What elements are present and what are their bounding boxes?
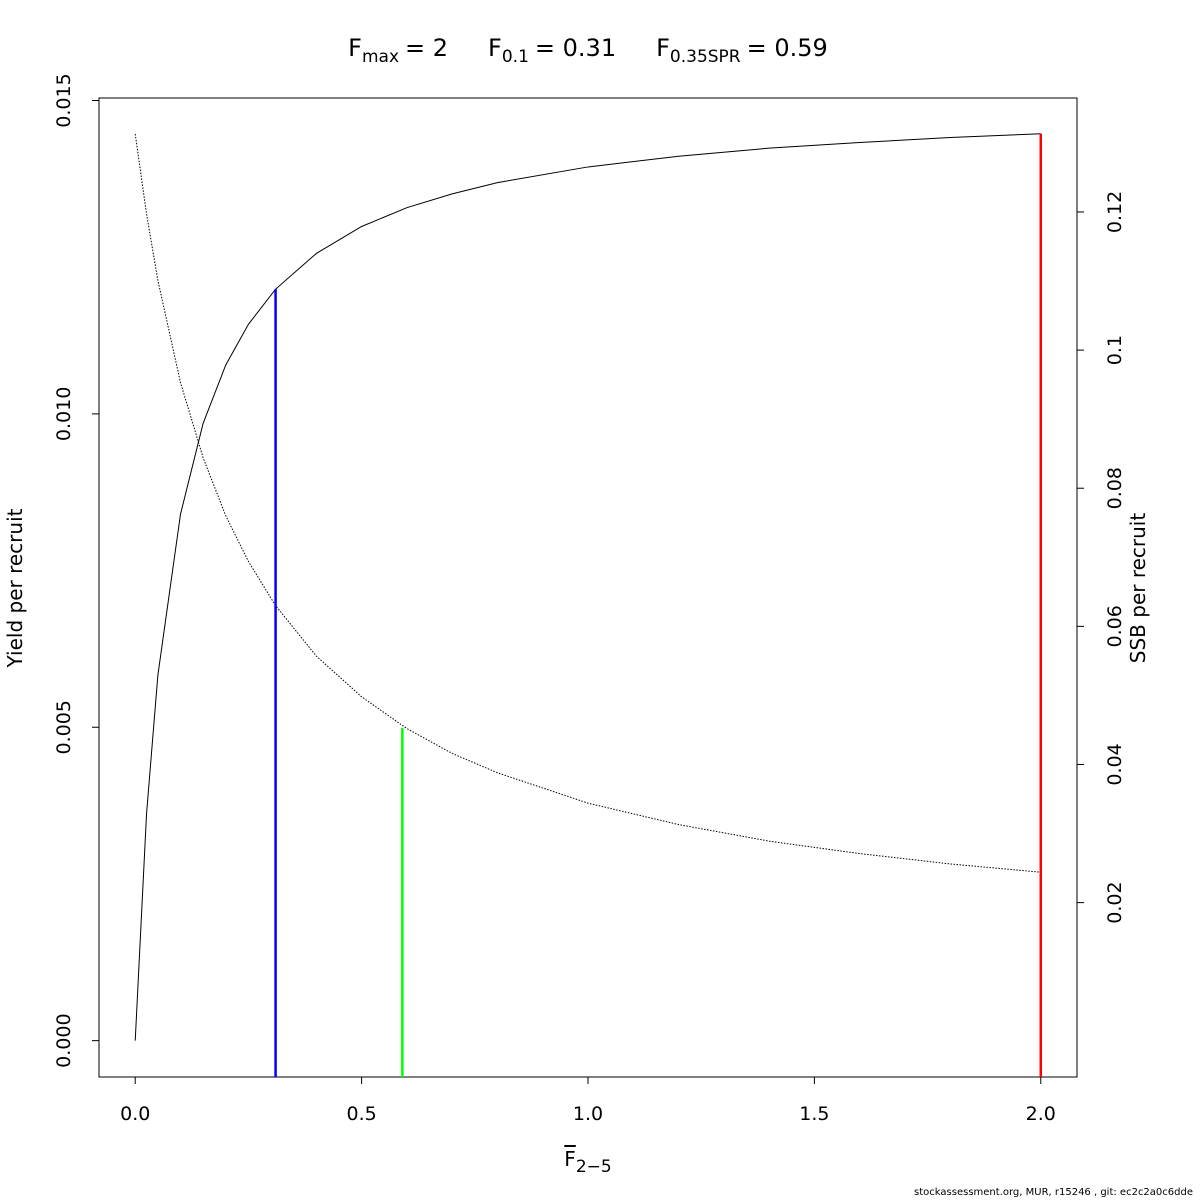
title-symbol: F [656,34,670,62]
y2-tick-label: 0.12 [1104,191,1126,233]
x-label-symbol: F [564,1147,576,1171]
title-subscript: 0.35SPR [670,47,741,67]
x-tick-label: 0.0 [120,1103,150,1125]
x-axis-label: F2−5 [564,1147,611,1177]
series-line [134,133,1041,873]
y2-tick-label: 0.06 [1104,605,1126,647]
footer: stockassessment.org, MUR, r15246 , git: … [914,1187,1193,1198]
title-value: = 2 [405,34,448,62]
x-tick-label: 0.5 [347,1103,377,1125]
y-tick-label: 0.015 [53,73,75,127]
x-label-subscript: 2−5 [576,1157,612,1177]
title-subscript: max [362,47,399,67]
y2-tick-label: 0.02 [1104,881,1126,923]
y2-axis-label: SSB per recruit [1126,513,1150,664]
series-line [134,133,1041,1041]
y-tick-label: 0.005 [53,700,75,754]
x-tick-label: 1.0 [573,1103,603,1125]
x-tick-label: 1.5 [799,1103,829,1125]
y-tick-label: 0.000 [53,1013,75,1067]
title-value: = 0.59 [747,34,828,62]
y-axis-label: Yield per recruit [3,508,27,668]
title-symbol: F [348,34,362,62]
chart-title: Fmax = 2 F0.1 = 0.31 F0.35SPR = 0.59 [348,34,828,67]
x-tick-label: 2.0 [1026,1103,1056,1125]
y2-tick-label: 0.04 [1104,743,1126,785]
plot-box [98,97,1078,1078]
title-value: = 0.31 [535,34,616,62]
y2-tick-label: 0.1 [1104,335,1126,365]
y-tick-label: 0.010 [53,387,75,441]
title-subscript: 0.1 [502,47,529,67]
title-symbol: F [488,34,502,62]
y2-tick-label: 0.08 [1104,467,1126,509]
